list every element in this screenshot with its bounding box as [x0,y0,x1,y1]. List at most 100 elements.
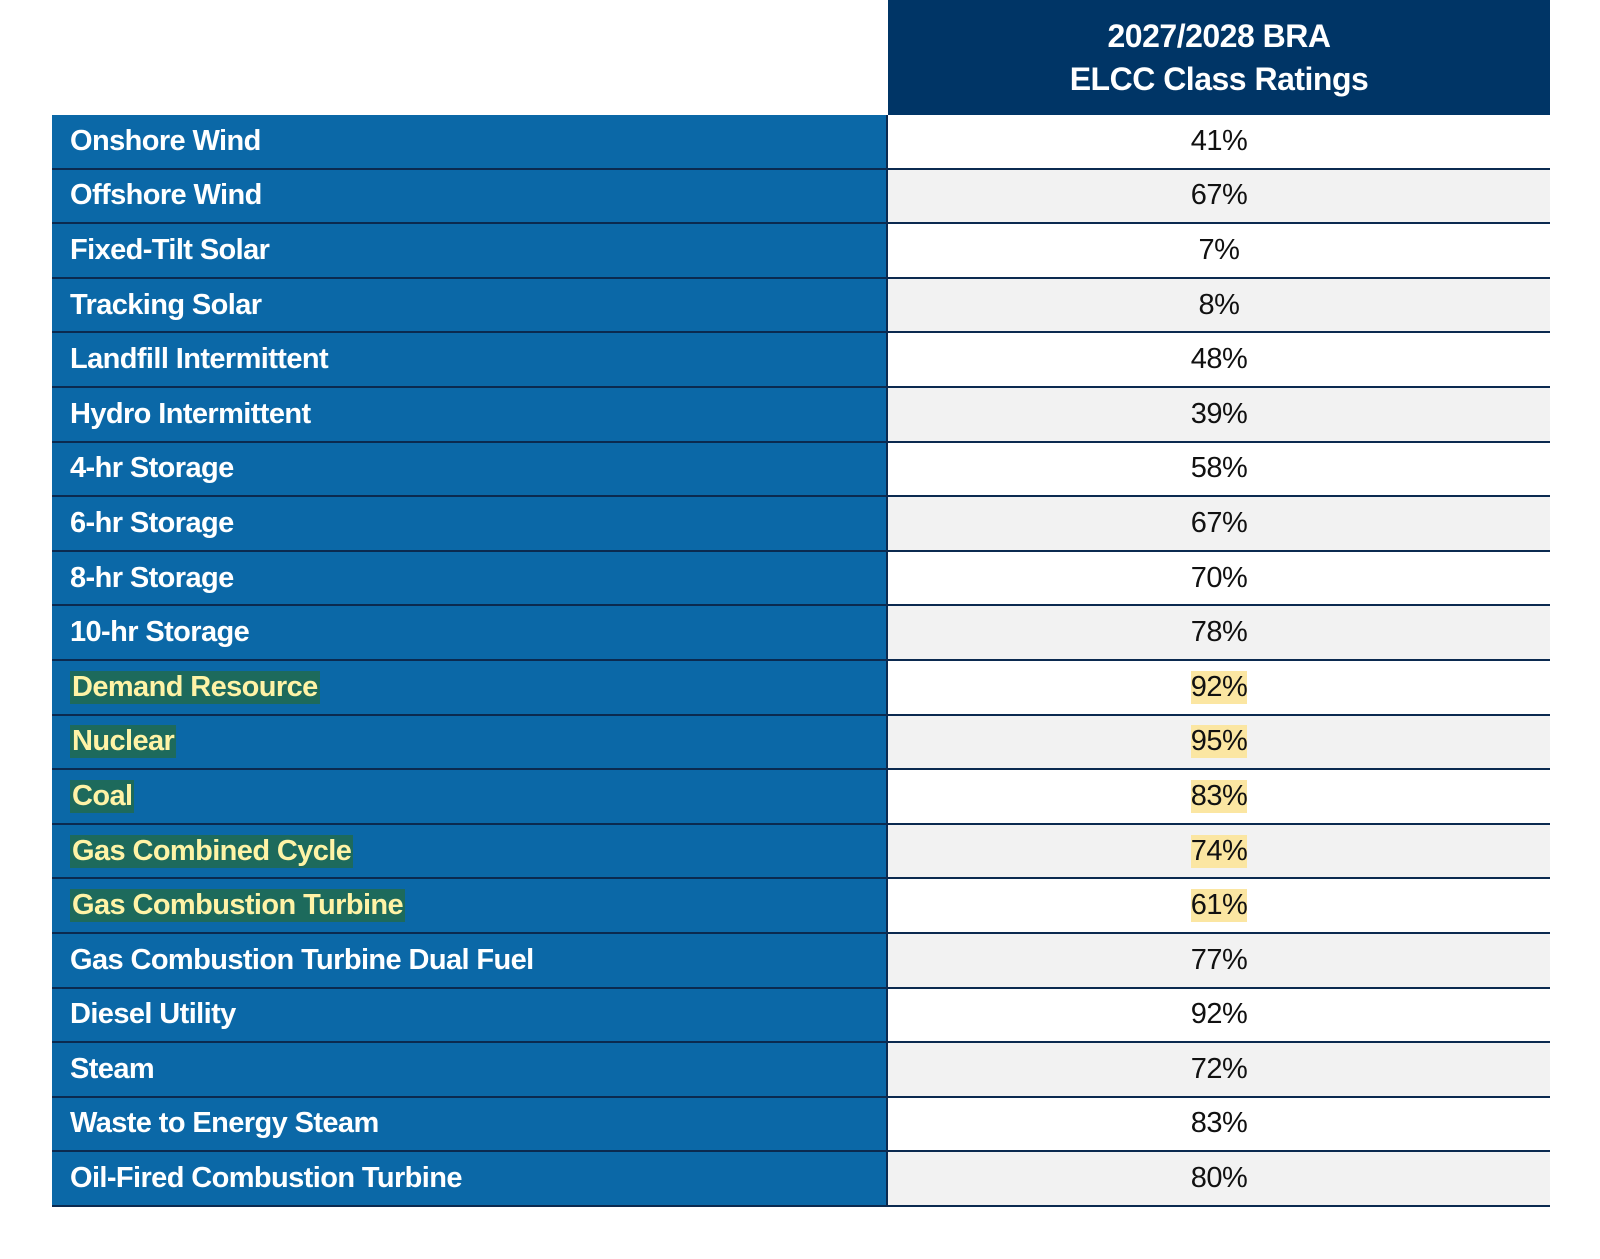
table-row: Waste to Energy Steam 83% [52,1097,1550,1153]
value-cell: 92% [888,988,1550,1042]
row-value: 77% [1190,943,1248,976]
row-value: 83% [1190,779,1248,813]
value-cell: 92% [888,660,1550,714]
row-label-cell: Gas Combined Cycle [52,824,888,878]
table-row: Tracking Solar 8% [52,278,1550,334]
row-label-cell: Waste to Energy Steam [52,1097,888,1151]
value-cell: 41% [888,115,1550,168]
table-row: Onshore Wind 41% [52,115,1550,170]
row-label: Oil-Fired Combustion Turbine [70,1162,462,1195]
row-value: 58% [1190,452,1248,485]
table-row: Fixed-Tilt Solar 7% [52,224,1550,279]
row-value: 74% [1190,834,1248,868]
header-line: ELCC Class Ratings [1069,60,1369,97]
row-label-cell: 6-hr Storage [52,497,888,550]
row-value: 61% [1190,889,1248,923]
row-value: 39% [1190,397,1248,430]
row-value: 80% [1190,1162,1248,1195]
row-value: 70% [1190,561,1248,594]
row-label-cell: Nuclear [52,715,888,769]
value-cell: 77% [888,933,1550,987]
table-row: Diesel Utility 92% [52,988,1550,1044]
table-row: 8-hr Storage 70% [52,551,1550,607]
value-cell: 39% [888,387,1550,441]
value-cell: 95% [888,715,1550,769]
table-row: Hydro Intermittent 39% [52,387,1550,443]
row-value: 78% [1190,616,1248,649]
row-label: Gas Combustion Turbine Dual Fuel [70,943,534,976]
table-row: 10-hr Storage 78% [52,606,1550,661]
row-label: Landfill Intermittent [70,343,329,376]
table-row: Coal 83% [52,770,1550,825]
row-label-cell: Diesel Utility [52,988,888,1042]
row-label-cell: 4-hr Storage [52,442,888,496]
row-value: 41% [1190,124,1248,157]
table-row: Gas Combustion Turbine Dual Fuel 77% [52,933,1550,989]
row-value: 92% [1190,998,1248,1031]
table-row: Offshore Wind 67% [52,169,1550,225]
header-line: 2027/2028 BRA [1107,17,1331,54]
value-cell: 70% [888,551,1550,605]
table-row: Steam 72% [52,1043,1550,1098]
row-label: Gas Combustion Turbine [70,889,406,923]
table-row: Oil-Fired Combustion Turbine 80% [52,1152,1550,1207]
table-row: Nuclear 95% [52,715,1550,771]
row-label: Gas Combined Cycle [70,834,354,868]
row-label-cell: Tracking Solar [52,278,888,332]
row-label-cell: 10-hr Storage [52,606,888,659]
row-value: 83% [1190,1107,1248,1140]
row-label: 8-hr Storage [70,561,234,594]
row-value: 48% [1190,343,1248,376]
row-label: 6-hr Storage [70,506,234,539]
table-row: Gas Combined Cycle 74% [52,824,1550,880]
row-value: 7% [1198,233,1240,266]
row-label-cell: Gas Combustion Turbine [52,879,888,932]
value-cell: 67% [888,497,1550,550]
row-label: Hydro Intermittent [70,397,311,430]
row-label: Offshore Wind [70,179,262,212]
row-value: 92% [1190,670,1248,704]
row-label-cell: Onshore Wind [52,115,888,168]
row-label: Fixed-Tilt Solar [70,233,270,266]
row-label-cell: Offshore Wind [52,169,888,223]
value-cell: 80% [888,1152,1550,1205]
table-row: 4-hr Storage 58% [52,442,1550,498]
row-label: 10-hr Storage [70,616,250,649]
row-value: 95% [1190,725,1248,759]
row-value: 72% [1190,1052,1248,1085]
value-cell: 7% [888,224,1550,277]
row-label-cell: Demand Resource [52,660,888,714]
row-label: Coal [70,779,135,813]
table-row: Demand Resource 92% [52,660,1550,716]
row-label: Demand Resource [70,670,320,704]
row-label: 4-hr Storage [70,452,234,485]
value-cell: 78% [888,606,1550,659]
value-cell: 48% [888,333,1550,386]
value-cell: 58% [888,442,1550,496]
table-row: 6-hr Storage 67% [52,497,1550,552]
row-label: Onshore Wind [70,124,261,157]
value-cell: 67% [888,169,1550,223]
row-label: Steam [70,1052,155,1085]
row-label-cell: 8-hr Storage [52,551,888,605]
column-header: 2027/2028 BRA ELCC Class Ratings [888,0,1550,115]
row-label: Tracking Solar [70,288,262,321]
row-value: 67% [1190,179,1248,212]
value-cell: 83% [888,770,1550,823]
value-cell: 74% [888,824,1550,878]
table-row: Landfill Intermittent 48% [52,333,1550,388]
table: Onshore Wind 41% Offshore Wind 67% Fixed-Til… [52,115,1550,1207]
value-cell: 61% [888,879,1550,932]
row-label-cell: Landfill Intermittent [52,333,888,386]
value-cell: 8% [888,278,1550,332]
row-label-cell: Fixed-Tilt Solar [52,224,888,277]
row-value: 67% [1190,506,1248,539]
row-label: Waste to Energy Steam [70,1107,379,1140]
row-label: Nuclear [70,725,177,759]
row-label-cell: Steam [52,1043,888,1096]
row-label-cell: Hydro Intermittent [52,387,888,441]
value-cell: 83% [888,1097,1550,1151]
row-label: Diesel Utility [70,998,236,1031]
table-row: Gas Combustion Turbine 61% [52,879,1550,934]
row-label-cell: Gas Combustion Turbine Dual Fuel [52,933,888,987]
